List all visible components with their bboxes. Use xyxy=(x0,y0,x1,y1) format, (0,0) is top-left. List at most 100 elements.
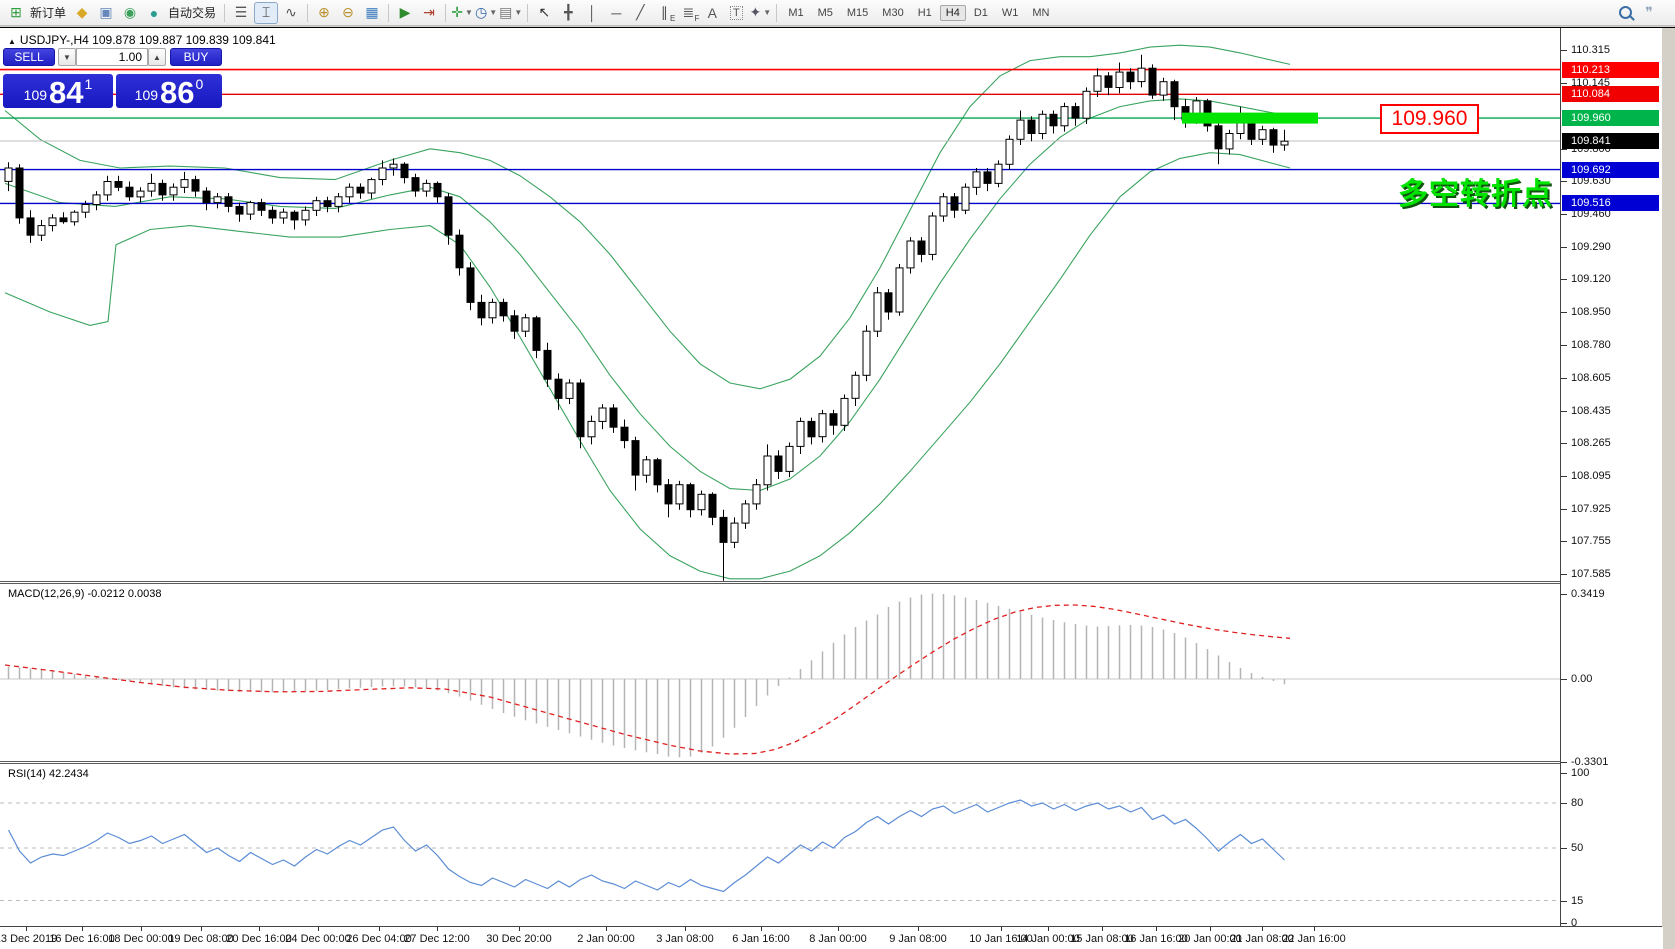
fibonacci-icon[interactable]: ≣ F xyxy=(682,4,700,23)
timeframe-w1[interactable]: W1 xyxy=(1001,6,1019,19)
sell-price-handle: 109 xyxy=(23,87,48,103)
time-tick xyxy=(201,927,202,931)
buy-button[interactable]: BUY xyxy=(170,48,222,66)
level-price-badge: 109.692 xyxy=(1562,162,1659,178)
zoom-out-icon[interactable]: ⊖ xyxy=(342,4,354,20)
autotrading-icon[interactable]: ● xyxy=(149,4,159,21)
volume-decrease-button[interactable]: ▼ xyxy=(58,48,76,66)
toolbar-separator xyxy=(776,3,778,22)
timeframe-m5[interactable]: M5 xyxy=(817,6,833,19)
text-label-icon[interactable]: T xyxy=(725,3,747,23)
cursor-icon[interactable]: ↖ xyxy=(538,4,551,20)
search-icon[interactable] xyxy=(1614,3,1636,23)
sell-price-button[interactable]: 109 84 1 xyxy=(3,74,113,108)
rsi-indicator-label: RSI(14) 42.2434 xyxy=(8,768,89,780)
one-click-trading-panel: SELL ▼ 1.00 ▲ BUY 109 84 1 109 86 0 xyxy=(0,48,226,110)
time-label: 2 Jan 00:00 xyxy=(577,933,635,945)
time-tick xyxy=(318,927,319,931)
indicators-icon[interactable]: ✛ ▼ xyxy=(451,4,473,20)
price-tick-tick xyxy=(1561,279,1567,280)
time-label: 13 Dec 2019 xyxy=(0,933,58,945)
time-label: 9 Jan 08:00 xyxy=(889,933,947,945)
templates-icon[interactable]: ▤ ▼ xyxy=(499,4,523,20)
window-edge-strip xyxy=(1662,28,1675,949)
price-tick-tick xyxy=(1561,509,1567,510)
new-order-icon[interactable]: ⊞ xyxy=(10,4,22,20)
price-tick-label: 109.120 xyxy=(1571,273,1611,285)
new-order-icon-label: 新订单 xyxy=(30,6,67,20)
price-tick-label: 109.630 xyxy=(1571,175,1611,187)
rsi-line xyxy=(7,799,1285,893)
candlestick-icon[interactable]: ⌶ xyxy=(254,1,279,24)
chart-shift-icon[interactable]: ⇥ xyxy=(423,4,435,20)
equidistant-channel-icon[interactable]: ∥ E xyxy=(660,4,676,23)
support-highlight-bar[interactable] xyxy=(1182,112,1318,124)
chart-window: ▲ USDJPY-,H4 109.878 109.887 109.839 109.… xyxy=(0,27,1675,949)
price-tick-tick xyxy=(1561,574,1567,575)
macd-tick-tick xyxy=(1561,679,1567,680)
price-tick-tick xyxy=(1561,312,1567,313)
volume-increase-button[interactable]: ▲ xyxy=(148,48,166,66)
collapse-panel-icon[interactable]: ▲ xyxy=(8,37,16,46)
toolbar-separator xyxy=(388,3,390,22)
time-tick xyxy=(838,927,839,931)
auto-scroll-icon[interactable]: ▶ xyxy=(399,4,411,20)
price-tick-tick xyxy=(1561,83,1567,84)
price-annotation-box[interactable]: 109.960 xyxy=(1380,104,1479,134)
sell-button[interactable]: SELL xyxy=(3,48,55,66)
symbol-ohlc-text: USDJPY-,H4 109.878 109.887 109.839 109.8… xyxy=(19,33,276,47)
zoom-in-icon[interactable]: ⊕ xyxy=(318,4,330,20)
timeframe-m15[interactable]: M15 xyxy=(846,6,869,19)
toolbar-separator xyxy=(307,3,309,22)
time-tick xyxy=(82,927,83,931)
time-label: 15 Jan 08:00 xyxy=(1070,933,1134,945)
price-tick-tick xyxy=(1561,411,1567,412)
rsi-tick-tick xyxy=(1561,773,1567,774)
price-axis[interactable]: 110.315 110.145 109.800 109.630 109.460 109.2… xyxy=(1560,28,1662,929)
timeframe-h1[interactable]: H1 xyxy=(917,6,932,19)
price-tick-tick xyxy=(1561,149,1567,150)
bar-chart-icon[interactable]: ☰ xyxy=(234,4,248,20)
panel-separator[interactable] xyxy=(0,761,1663,764)
time-axis[interactable]: 13 Dec 2019 16 Dec 16:00 18 Dec 00:00 19 De… xyxy=(0,927,1663,949)
terminal-icon[interactable]: ▣ xyxy=(99,4,113,20)
panel-separator[interactable] xyxy=(0,581,1663,584)
price-tick-tick xyxy=(1561,541,1567,542)
trendline-icon[interactable]: ╱ xyxy=(636,4,645,20)
crosshair-icon[interactable]: ╋ xyxy=(564,4,573,20)
turning-point-annotation[interactable]: 多空转折点 xyxy=(1398,178,1553,211)
time-label: 22 Jan 16:00 xyxy=(1282,933,1346,945)
buy-price-button[interactable]: 109 86 0 xyxy=(116,74,222,108)
arrows-icon[interactable]: ✦ ▼ xyxy=(749,4,772,20)
chart-title: ▲ USDJPY-,H4 109.878 109.887 109.839 109.… xyxy=(8,33,276,47)
timeframe-h4[interactable]: H4 xyxy=(939,4,966,21)
rsi-tick-tick xyxy=(1561,923,1567,924)
text-icon[interactable]: A xyxy=(707,4,717,21)
line-chart-icon[interactable]: ∿ xyxy=(285,4,297,20)
timeframe-mn[interactable]: MN xyxy=(1032,6,1050,19)
time-label: 24 Dec 00:00 xyxy=(285,933,351,945)
buy-price-pip: 0 xyxy=(195,76,204,92)
price-chart-canvas[interactable] xyxy=(0,28,1560,581)
horizontal-level-lines[interactable] xyxy=(0,68,1560,205)
tile-windows-icon[interactable]: ▦ xyxy=(365,4,379,20)
volume-input[interactable]: 1.00 xyxy=(76,48,148,66)
chat-icon[interactable]: ❞ xyxy=(1645,4,1653,20)
timeframe-m30[interactable]: M30 xyxy=(882,6,904,19)
price-tick-tick xyxy=(1561,443,1567,444)
vertical-line-icon[interactable]: │ xyxy=(587,4,597,21)
metaeditor-icon[interactable]: ◆ xyxy=(76,4,88,20)
toolbar: ⊞ 新订单 ◆ ▣ ◉ ● 自动交易 ☰ ⌶ ∿ ⊕ ⊖ ▦ ▶ ⇥ ✛ ▼ ◷ ▼ ▤ ▼ ↖ ╋ │ ─ ╱ ∥ E ≣ F A T ✦ ▼ M… xyxy=(0,0,1675,26)
timeframe-d1[interactable]: D1 xyxy=(973,6,988,19)
price-tick-label: 109.460 xyxy=(1571,208,1611,220)
time-label: 20 Jan 00:00 xyxy=(1178,933,1242,945)
timeframe-m1[interactable]: M1 xyxy=(788,6,804,19)
price-tick-tick xyxy=(1561,214,1567,215)
macd-histogram xyxy=(7,593,1286,758)
rsi-chart-canvas[interactable] xyxy=(0,764,1560,926)
rsi-tick-label: 100 xyxy=(1571,767,1590,779)
horizontal-line-icon[interactable]: ─ xyxy=(611,4,622,21)
periods-icon[interactable]: ◷ ▼ xyxy=(475,4,498,20)
macd-chart-canvas[interactable] xyxy=(0,584,1560,761)
signals-icon[interactable]: ◉ xyxy=(123,4,137,20)
